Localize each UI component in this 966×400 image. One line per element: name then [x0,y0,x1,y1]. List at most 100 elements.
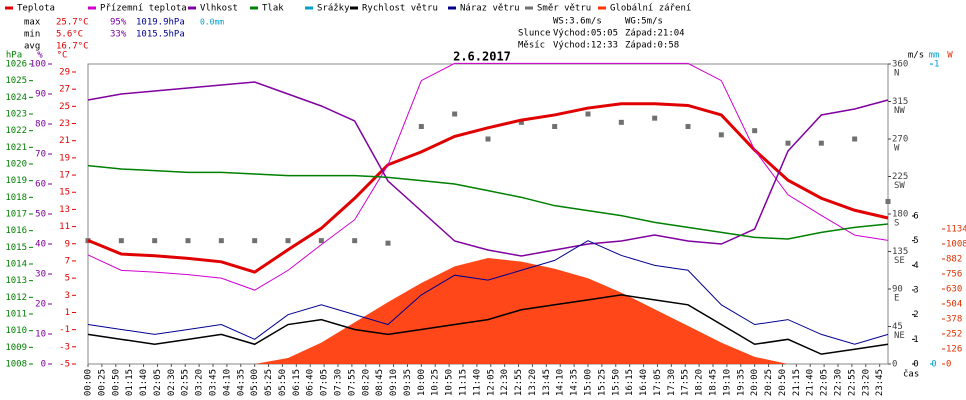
area [88,258,888,364]
x-tick-label: 15:25 [597,369,607,396]
y-tick-label: 315 [892,97,908,107]
point [752,128,758,134]
compass-label: N [894,69,899,79]
y-tick-label: 1011 [5,310,27,320]
y-tick-label: 0 [41,360,46,370]
x-tick-label: 17:55 [681,369,691,396]
y-tick-label: 21 [59,136,70,146]
y-tick-label: 1019 [5,176,27,186]
legend-label: Srážky [317,4,350,14]
y-tick-label: 3 [913,286,918,296]
stat-text: 95% [110,18,127,28]
stat-text: max [24,18,41,28]
compass-label: W [894,144,900,154]
x-tick-label: 15:00 [584,369,594,396]
x-tick-label: 05:00 [250,369,260,396]
x-tick-label: 14:10 [556,369,566,396]
info-text: WG:5m/s [625,17,663,27]
y-tick-label: 40 [35,240,46,250]
x-tick-label: 09:10 [389,369,399,396]
y-tick-label: 17 [59,171,70,181]
x-tick-label: 10:50 [445,369,455,396]
x-tick-label: 16:40 [639,369,649,396]
compass-label: S [894,219,899,229]
x-tick-label: 05:50 [278,369,288,396]
point [185,238,191,244]
y-tick-label: 378 [946,315,962,325]
y-tick-label: -5 [59,360,70,370]
y-tick-label: 1026 [5,60,27,70]
y-tick-label: 1015 [5,243,27,253]
y-tick-label: 1020 [5,160,27,170]
x-tick-label: 20:25 [764,369,774,396]
legend-label: Náraz větru [460,4,520,14]
y-tick-label: 60 [35,180,46,190]
legend-label: Rychlost větru [362,4,438,14]
x-axis-label: čas [903,369,919,380]
legend-label: Směr větru [537,4,591,14]
x-tick-label: 13:20 [528,369,538,396]
y-tick-label: 20 [35,300,46,310]
compass-label: NW [894,106,905,116]
y-tick-label: 5 [65,274,70,284]
y-tick-label: 90 [892,285,903,295]
y-tick-label: 4 [913,261,918,271]
x-tick-label: 09:35 [403,369,413,396]
point [652,115,658,121]
point [152,238,158,244]
y-tick-label: -3 [59,342,70,352]
y-tick-label: 1025 [5,76,27,86]
x-tick-label: 02:55 [181,369,191,396]
x-tick-label: 18:45 [709,369,719,396]
y-tick-label: 13 [59,205,70,215]
y-tick-label: 25 [59,102,70,112]
x-tick-label: 12:55 [514,369,524,396]
y-tick-label: 1016 [5,226,27,236]
x-tick-label: 10:25 [431,369,441,396]
y-tick-label: 180 [892,210,908,220]
x-tick-label: 03:45 [209,369,219,396]
x-tick-label: 10:00 [417,369,427,396]
y-tick-label: 270 [892,135,908,145]
x-tick-label: 20:00 [750,369,760,396]
axis-title: m/s [908,51,924,61]
x-tick-label: 22:30 [834,369,844,396]
y-tick-label: 1 [913,335,918,345]
y-tick-label: 1013 [5,276,27,286]
point [585,111,591,117]
y-tick-label: 11 [59,222,70,232]
point [418,124,424,129]
info-text: WS:3.6m/s [553,17,602,27]
compass-label: SE [894,256,905,266]
axis-title: °C [57,51,68,61]
axis-title: mm [929,51,940,61]
y-tick-label: 70 [35,150,46,160]
x-tick-label: 07:30 [334,369,344,396]
y-tick-label: 225 [892,172,908,182]
x-tick-label: 00:00 [84,369,94,396]
point [385,240,391,246]
y-tick-label: 45 [892,322,903,332]
x-tick-label: 22:55 [847,369,857,396]
x-tick-label: 14:35 [570,369,580,396]
stat-text: 1019.9hPa [136,18,185,28]
y-tick-label: 882 [946,255,962,265]
x-tick-label: 08:45 [375,369,385,396]
point [485,136,491,142]
compass-label: NE [894,331,905,341]
y-tick-label: 0 [892,360,897,370]
y-tick-label: 756 [946,270,962,280]
x-tick-label: 15:50 [611,369,621,396]
x-tick-label: 08:20 [361,369,371,396]
point [785,140,791,146]
y-tick-label: 19 [59,153,70,163]
y-tick-label: 1 [65,308,70,318]
stat-text: 5.6°C [56,30,83,40]
info-text: Východ:05:05 [553,29,618,39]
y-tick-label: 1008 [5,360,27,370]
stat-text: avg [24,42,40,52]
x-tick-label: 19:35 [736,369,746,396]
info-text: Západ:0:58 [625,41,679,51]
x-tick-label: 01:15 [125,369,135,396]
